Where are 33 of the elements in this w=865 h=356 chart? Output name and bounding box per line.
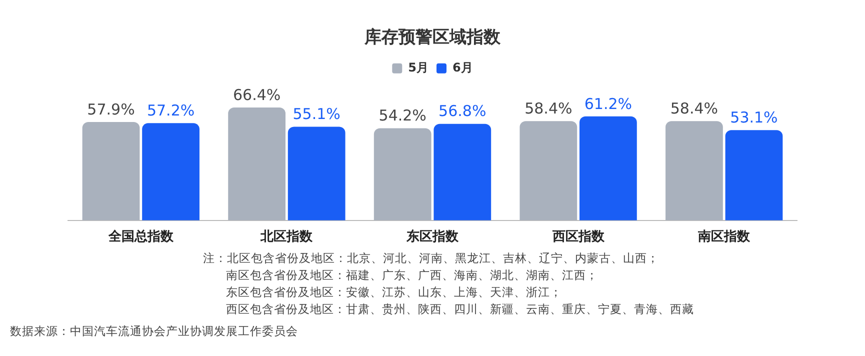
chart-title: 库存预警区域指数 bbox=[364, 28, 502, 48]
bar bbox=[374, 128, 432, 220]
bar bbox=[288, 126, 346, 220]
text: 西区包含省份及地区：甘肃、贵州、陕西、四川、新疆、云南、重庆、宁夏、青海、西藏 bbox=[225, 301, 695, 318]
data-label: 58.4% bbox=[524, 100, 572, 118]
x-tick-label: 南区指数 bbox=[697, 230, 752, 245]
source-note: 数据来源：中国汽车流通协会产业协调发展工作委员会 bbox=[9, 324, 299, 339]
legend-label: 6月 bbox=[452, 60, 473, 75]
bar bbox=[520, 121, 578, 220]
bar bbox=[579, 116, 637, 220]
data-label: 66.4% bbox=[232, 86, 281, 104]
bar bbox=[725, 130, 783, 220]
data-label: 57.2% bbox=[146, 102, 195, 120]
bar bbox=[142, 123, 200, 220]
bar bbox=[666, 121, 723, 220]
data-label: 57.9% bbox=[87, 100, 135, 118]
x-tick-label: 西区指数 bbox=[551, 230, 606, 245]
bar bbox=[228, 108, 286, 220]
bar bbox=[434, 124, 492, 220]
data-label: 53.1% bbox=[730, 108, 778, 127]
bar bbox=[82, 122, 140, 220]
data-label: 55.1% bbox=[292, 105, 340, 124]
legend-label: 5月 bbox=[408, 60, 429, 75]
text: 南区包含省份及地区：福建、广东、广西、海南、湖北、湖南、江西； bbox=[225, 267, 599, 284]
x-tick-label: 北区指数 bbox=[260, 230, 314, 245]
data-label: 61.2% bbox=[584, 94, 632, 113]
x-tick-label: 东区指数 bbox=[406, 228, 460, 245]
text: 注：北区包含省份及地区：北京、河北、河南、黑龙江、吉林、辽宁、内蒙古、山西； bbox=[203, 250, 660, 267]
data-label: 56.8% bbox=[438, 102, 486, 120]
data-label: 58.4% bbox=[670, 100, 718, 118]
x-tick-label: 全国总指数 bbox=[107, 228, 174, 245]
data-label: 54.2% bbox=[378, 106, 426, 125]
text: 东区包含省份及地区：安徽、江苏、山东、上海、天津、浙江； bbox=[225, 284, 563, 301]
